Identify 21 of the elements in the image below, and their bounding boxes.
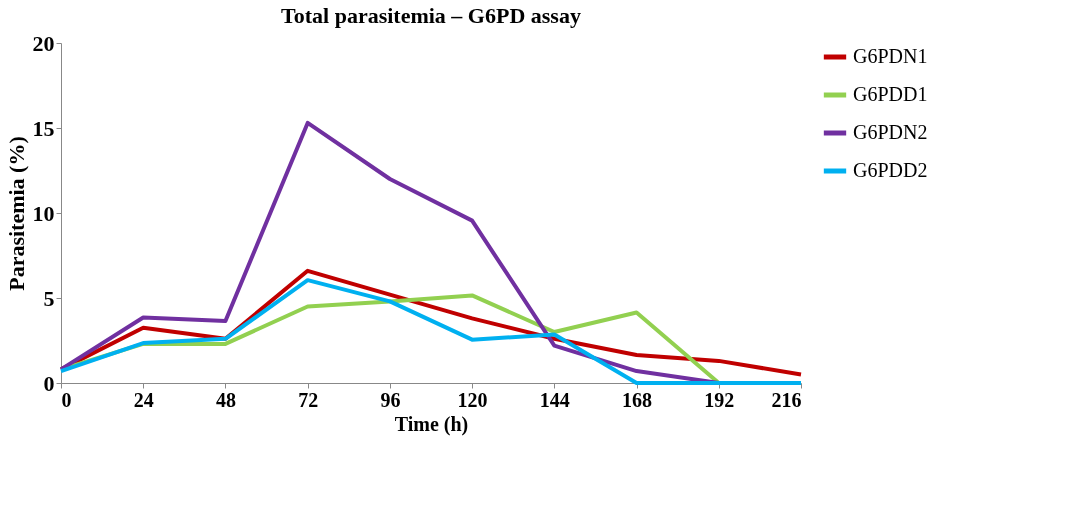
x-tick-label: 48 xyxy=(215,388,236,411)
legend-label: G6PDN1 xyxy=(853,45,928,67)
legend-label: G6PDD1 xyxy=(853,83,928,105)
y-tick-label: 20 xyxy=(32,30,55,56)
x-tick-label: 0 xyxy=(61,388,72,411)
legend-label: G6PDD2 xyxy=(853,159,928,181)
x-tick-label: 192 xyxy=(704,388,735,411)
x-tick-label: 96 xyxy=(380,388,401,411)
x-axis-title: Time (h) xyxy=(394,412,469,436)
x-tick-label: 216 xyxy=(771,388,802,411)
y-axis-title: Parasitemia (%) xyxy=(3,136,29,291)
x-tick-label: 72 xyxy=(298,388,319,411)
x-tick-label: 144 xyxy=(539,388,570,411)
x-tick-label: 168 xyxy=(622,388,653,411)
x-tick-label: 24 xyxy=(133,388,154,411)
y-tick-label: 5 xyxy=(43,285,55,311)
y-tick-label: 15 xyxy=(32,115,55,141)
x-tick-label: 120 xyxy=(457,388,488,411)
chart-title: Total parasitemia – G6PD assay xyxy=(281,3,581,28)
y-tick-label: 10 xyxy=(32,200,55,226)
legend-label: G6PDN2 xyxy=(853,121,928,143)
